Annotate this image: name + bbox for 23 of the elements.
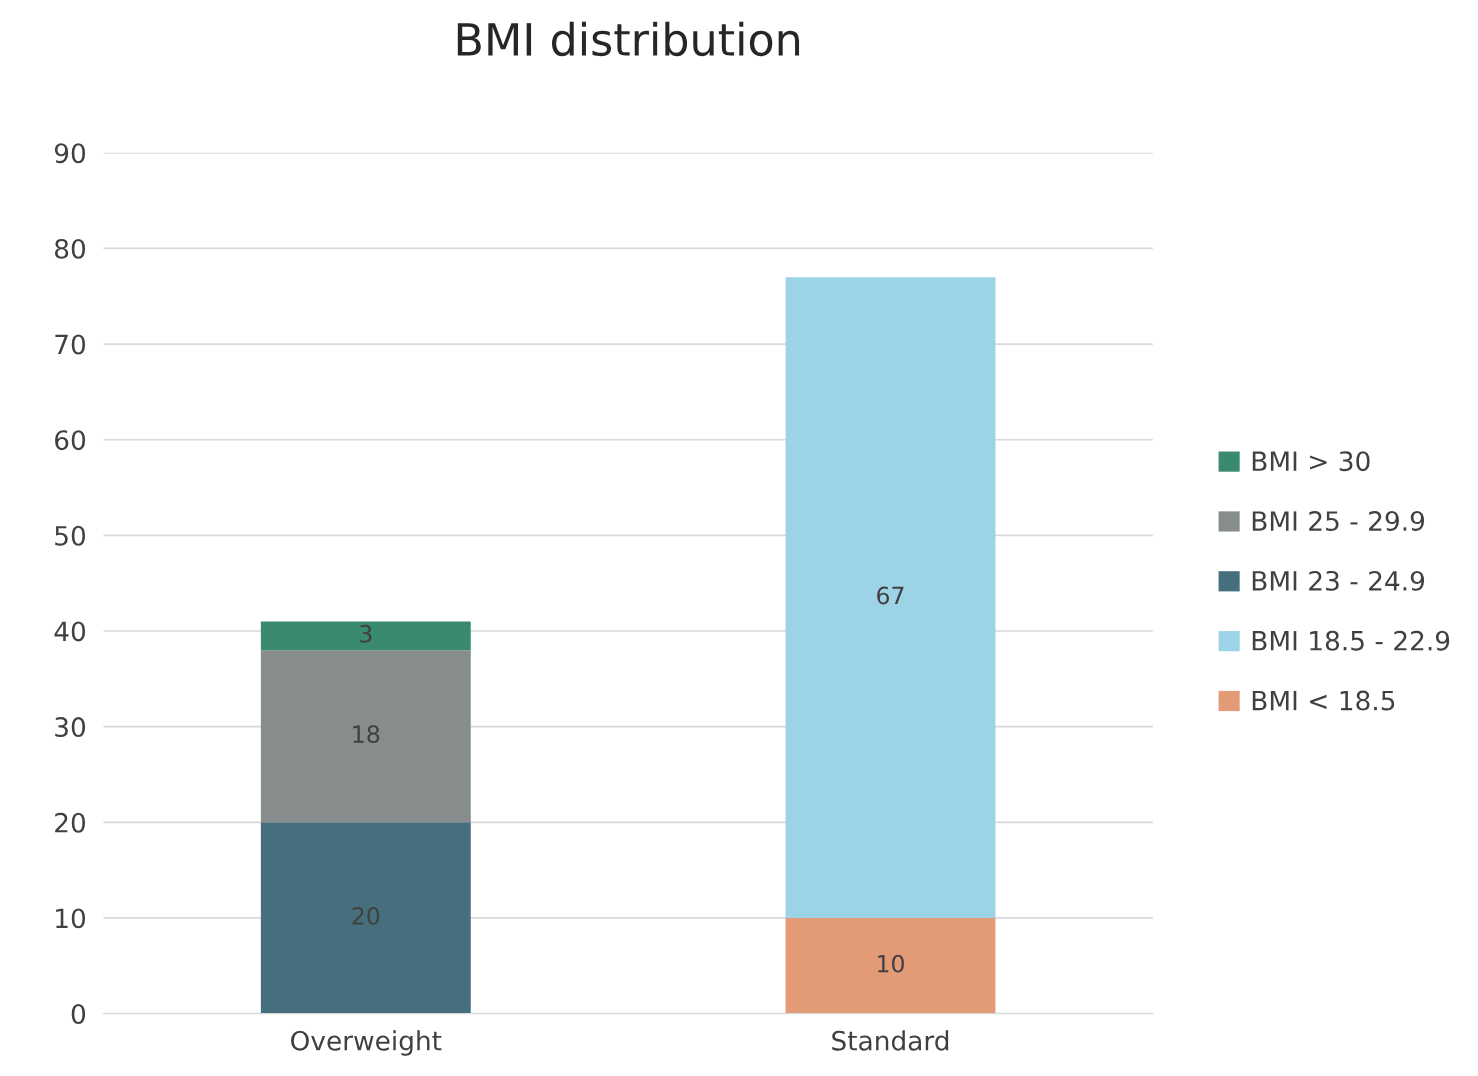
y-tick-label: 60	[55, 430, 86, 451]
data-label: 3	[360, 624, 372, 643]
y-tick-label: 0	[71, 1004, 86, 1024]
data-label: 67	[877, 586, 904, 605]
data-label: 10	[878, 954, 904, 973]
y-tick-label: 20	[55, 812, 86, 833]
x-tick-label: Standard	[832, 1030, 949, 1051]
y-tick-label: 10	[56, 908, 86, 929]
y-tick-label: 30	[55, 717, 86, 738]
legend-label: BMI > 30	[1252, 451, 1370, 472]
legend-label: BMI 23 - 24.9	[1252, 570, 1425, 591]
chart-title: BMI distribution	[457, 21, 800, 57]
y-tick-label: 80	[55, 238, 86, 259]
x-tick-label: Overweight	[291, 1030, 442, 1056]
legend-label: BMI 18.5 - 22.9	[1252, 630, 1450, 651]
y-tick-label: 90	[54, 143, 86, 164]
data-label: 20	[352, 906, 380, 925]
legend-label: BMI 25 - 29.9	[1252, 511, 1425, 531]
y-tick-label: 70	[55, 334, 86, 355]
legend-label: BMI < 18.5	[1252, 690, 1395, 711]
y-tick-label: 50	[55, 525, 86, 546]
data-label: 18	[353, 725, 380, 744]
y-tick-label: 40	[54, 621, 86, 642]
